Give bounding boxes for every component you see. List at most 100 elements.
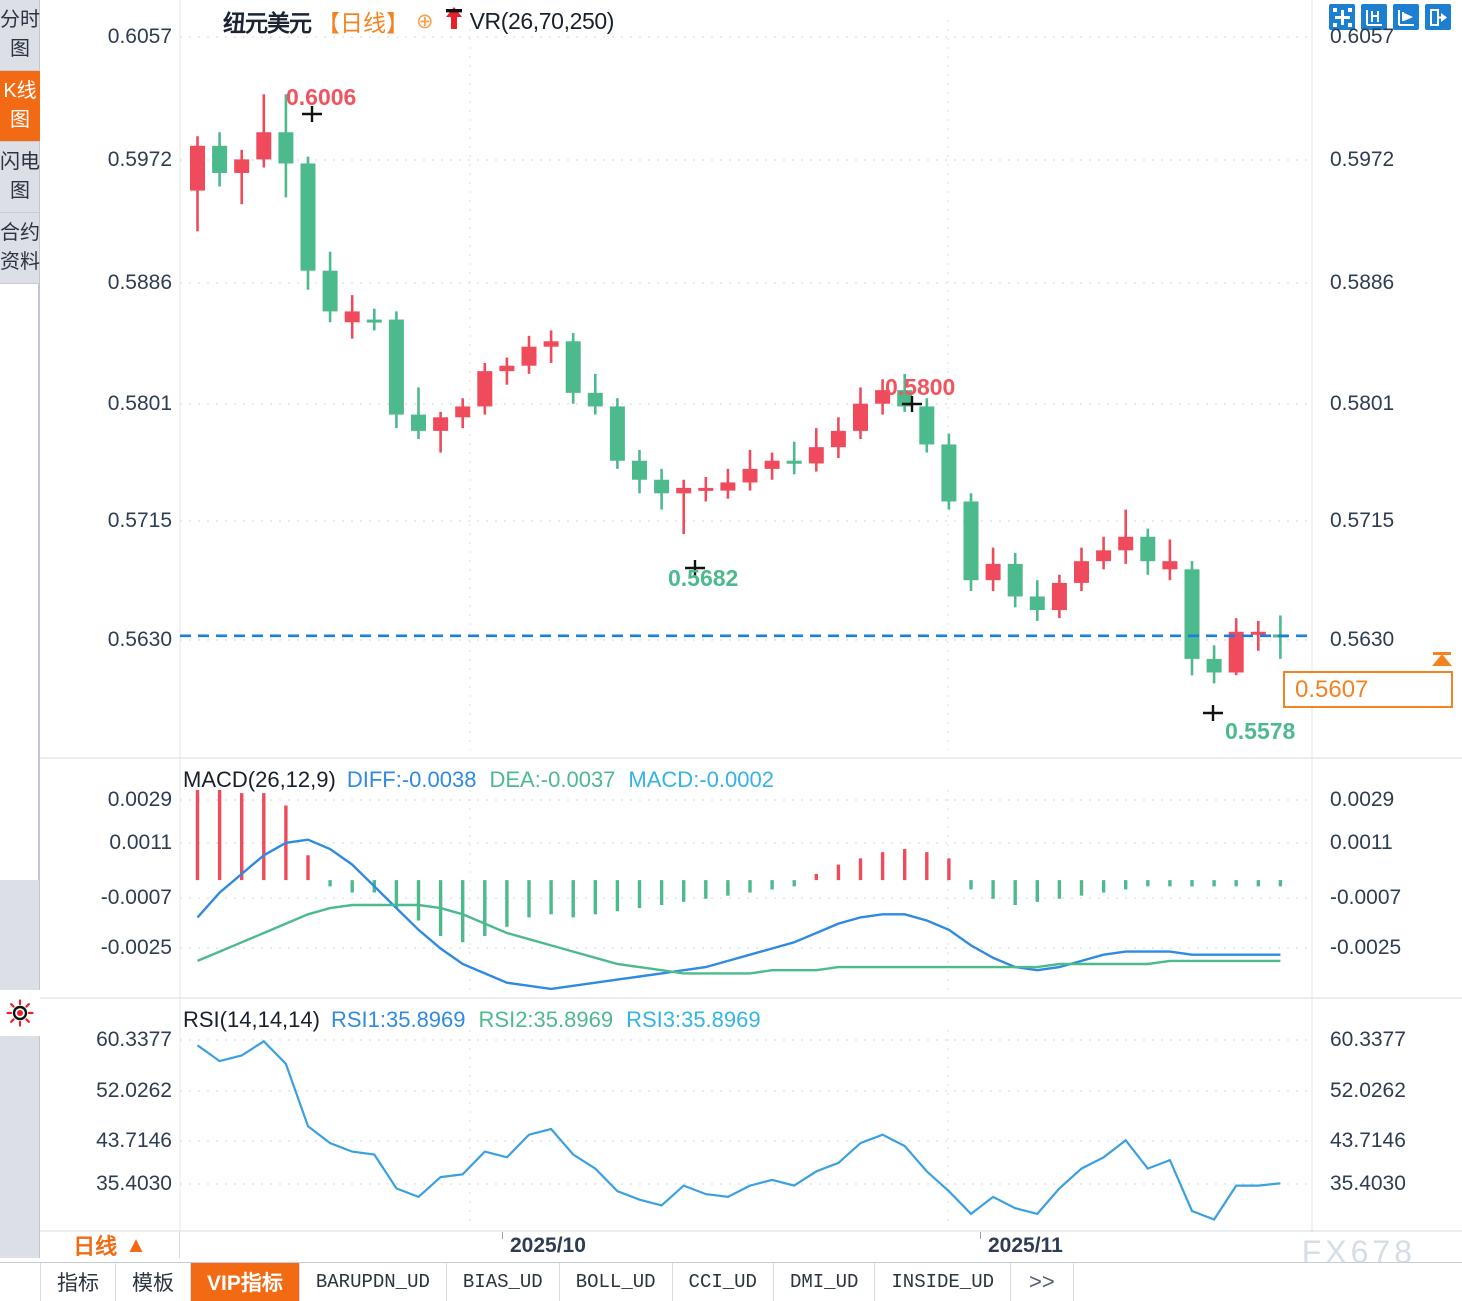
period-selector-button[interactable]: 日线 ▲ <box>41 1232 180 1259</box>
candle-body <box>897 390 913 407</box>
rsi2-value: RSI2:35.8969 <box>478 1007 614 1032</box>
vr-indicator-label: VR(26,70,250) <box>469 7 615 34</box>
candle-body <box>808 447 824 464</box>
chart-header: 纽元美元 【日线】 ⊕ VR(26,70,250) <box>223 4 614 38</box>
candle-body <box>543 341 559 347</box>
price-axis-tick-right: 0.5630 <box>1330 628 1395 651</box>
candle-body <box>1140 536 1156 562</box>
tab-label: 模板 <box>132 1272 174 1295</box>
rsi-axis-tick-left: 35.4030 <box>96 1172 172 1195</box>
price-axis-tick-right: 0.6057 <box>1330 25 1395 48</box>
sidebar-item-lightning[interactable]: 闪电图 <box>0 142 40 213</box>
tab-vip-indicators[interactable]: VIP指标 <box>191 1263 300 1301</box>
sidebar-item-label: 合约资料 <box>0 222 40 273</box>
candle-body <box>1096 550 1112 562</box>
triangle-up-icon: ▲ <box>125 1232 147 1257</box>
candle-body <box>521 346 537 366</box>
sidebar-item-kline[interactable]: K线图 <box>0 71 40 142</box>
tab-inside-ud[interactable]: INSIDE_UD <box>875 1263 1012 1301</box>
candle-body <box>764 460 780 469</box>
candle-body <box>411 414 426 431</box>
tab-indicators[interactable]: 指标 <box>41 1263 116 1301</box>
candle-body <box>1184 569 1200 659</box>
price-axis-tick-right: 0.5801 <box>1330 392 1395 415</box>
period-selector-label: 日线 <box>73 1234 118 1259</box>
tab-label: CCI_UD <box>688 1271 757 1293</box>
x-axis-tickmark <box>502 1232 503 1239</box>
candle-body <box>344 311 360 323</box>
left-sidebar: 分时图 K线图 闪电图 合约资料 <box>0 0 40 1258</box>
price-axis-tick-right: 0.5972 <box>1330 148 1395 171</box>
exit-icon[interactable] <box>1425 4 1451 30</box>
tab-bias-ud[interactable]: BIAS_UD <box>447 1263 560 1301</box>
tab-boll-ud[interactable]: BOLL_UD <box>560 1263 673 1301</box>
candle-body <box>830 430 846 448</box>
macd-value: MACD:-0.0002 <box>628 767 774 792</box>
candle-body <box>654 479 670 494</box>
measure-icon[interactable] <box>1361 4 1387 30</box>
x-axis-tickmark <box>980 1232 981 1239</box>
rsi-axis-tick-left: 43.7146 <box>96 1129 172 1152</box>
tab-barupdn-ud[interactable]: BARUPDN_UD <box>300 1263 447 1301</box>
sidebar-item-contract-info[interactable]: 合约资料 <box>0 213 40 284</box>
tab-templates[interactable]: 模板 <box>116 1263 191 1301</box>
tab-cci-ud[interactable]: CCI_UD <box>673 1263 774 1301</box>
tab-label: INSIDE_UD <box>891 1271 995 1293</box>
candle-body <box>698 487 714 491</box>
candle-body <box>1051 582 1067 611</box>
tab-more[interactable]: >> <box>1011 1263 1074 1301</box>
crosshair-move-icon[interactable] <box>1329 4 1355 30</box>
rsi-line <box>196 1039 1281 1221</box>
last-price-tag[interactable]: 0.5607 <box>1283 671 1453 708</box>
candle-body <box>322 270 338 312</box>
draw-tool-icon[interactable] <box>1393 4 1419 30</box>
candle-body <box>963 501 979 581</box>
sidebar-item-timeline[interactable]: 分时图 <box>0 0 40 71</box>
tab-label: 指标 <box>57 1272 99 1295</box>
tab-label: BOLL_UD <box>575 1271 656 1293</box>
macd-name: MACD(26,12,9) <box>183 767 336 792</box>
rsi-axis-tick-left: 60.3377 <box>96 1028 172 1051</box>
price-axis-tick-left: 0.5972 <box>107 148 172 171</box>
candle-body <box>388 319 404 415</box>
tab-label: BIAS_UD <box>462 1271 543 1293</box>
low-annotation: 0.5682 <box>668 565 739 591</box>
candle-body <box>676 487 692 494</box>
period-label: 【日线】 <box>317 10 409 36</box>
recent-low-annotation: 0.5578 <box>1225 718 1296 744</box>
price-axis-tick-left: 0.6057 <box>107 25 172 48</box>
macd-axis-tick-right: 0.0029 <box>1330 788 1395 811</box>
macd-axis-tick-right: 0.0011 <box>1330 831 1393 854</box>
candle-body <box>234 159 250 173</box>
candle-body <box>477 371 493 407</box>
candle-body <box>212 145 228 173</box>
tab-dmi-ud[interactable]: DMI_UD <box>774 1263 876 1301</box>
up-arrow-icon <box>444 6 464 36</box>
rsi-axis-tick-right: 60.3377 <box>1330 1028 1406 1051</box>
candle-body <box>1228 631 1244 673</box>
candle-body <box>278 132 294 164</box>
chart-area[interactable]: 纽元美元 【日线】 ⊕ VR(26,70,250) <box>40 0 1462 1258</box>
price-axis-tick-right: 0.5715 <box>1330 509 1395 532</box>
macd-axis-tick-left: 0.0029 <box>107 788 172 811</box>
crosshair-toggle-icon[interactable]: ⊕ <box>416 9 434 33</box>
candle-body <box>1074 561 1089 583</box>
candle-body <box>433 417 449 431</box>
tab-label: DMI_UD <box>789 1271 859 1293</box>
rsi-name: RSI(14,14,14) <box>183 1007 320 1032</box>
tab-label: VIP指标 <box>207 1272 283 1295</box>
high-annotation: 0.6006 <box>286 84 357 110</box>
sunburst-icon-container[interactable] <box>0 990 40 1036</box>
candle-body <box>1007 563 1023 597</box>
candle-body <box>786 460 802 464</box>
price-axis-tick-left: 0.5801 <box>107 392 172 415</box>
candle-body <box>587 392 603 407</box>
candle-body <box>499 365 515 372</box>
candle-body <box>565 341 581 393</box>
rsi-axis-tick-right: 35.4030 <box>1330 1172 1406 1195</box>
macd-diff-line <box>196 838 1281 991</box>
x-axis: 2025/10 2025/11 <box>40 1232 1462 1258</box>
candle-body <box>190 145 205 191</box>
candle-body <box>742 468 758 483</box>
x-axis-tick: 2025/10 <box>510 1234 586 1257</box>
